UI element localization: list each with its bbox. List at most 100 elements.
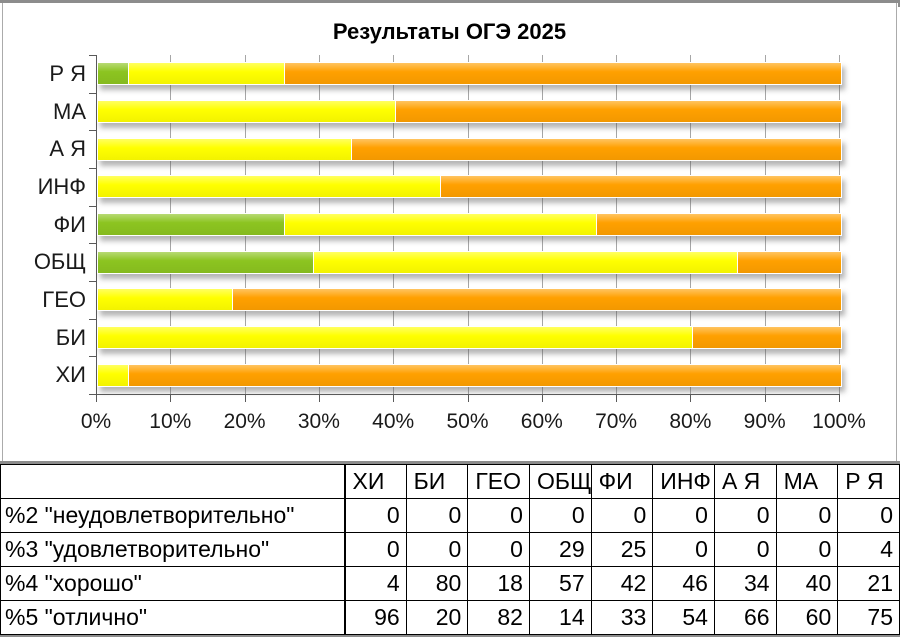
value-cell[interactable]: 82 bbox=[467, 600, 530, 635]
value-cell[interactable]: 4 bbox=[343, 566, 407, 601]
bar-segment[interactable] bbox=[595, 214, 841, 235]
x-axis-label: 30% bbox=[297, 410, 340, 433]
value-cell[interactable]: 33 bbox=[590, 600, 654, 635]
category-label: ИНФ bbox=[37, 173, 86, 199]
bar-row-би[interactable] bbox=[97, 326, 842, 349]
bar-row-а-я[interactable] bbox=[97, 137, 842, 161]
chart-title[interactable]: Результаты ОГЭ 2025 bbox=[332, 19, 567, 44]
bar-row-инф[interactable] bbox=[97, 175, 842, 199]
bar-segment[interactable] bbox=[395, 101, 841, 122]
bar-segment[interactable] bbox=[98, 101, 396, 122]
bar-segment[interactable] bbox=[98, 327, 693, 348]
bar-row-гео[interactable] bbox=[97, 288, 842, 312]
y-axis-tick bbox=[89, 318, 96, 320]
bar-segment[interactable] bbox=[98, 251, 314, 273]
y-axis-tick bbox=[89, 394, 96, 395]
column-header[interactable]: БИ bbox=[405, 464, 469, 499]
bar-segment[interactable] bbox=[98, 63, 128, 85]
bar-segment[interactable] bbox=[692, 327, 841, 348]
x-axis-tick bbox=[541, 394, 543, 402]
bar-segment[interactable] bbox=[98, 176, 440, 198]
column-header[interactable]: ГЕО bbox=[467, 464, 530, 499]
column-header[interactable]: МА bbox=[775, 464, 839, 499]
value-cell[interactable]: 18 bbox=[467, 566, 530, 601]
column-header[interactable]: ХИ bbox=[343, 464, 407, 499]
column-header[interactable]: А Я bbox=[713, 464, 777, 499]
x-axis-label: 70% bbox=[595, 410, 638, 433]
bar-segment[interactable] bbox=[98, 289, 232, 311]
bar-row-хи[interactable] bbox=[97, 363, 842, 387]
bar-segment[interactable] bbox=[439, 176, 841, 198]
column-header[interactable]: ФИ bbox=[590, 464, 654, 499]
value-cell[interactable]: 0 bbox=[652, 532, 715, 567]
value-cell[interactable]: 0 bbox=[775, 532, 839, 567]
bar-row-фи[interactable] bbox=[97, 213, 842, 236]
corner-cell[interactable] bbox=[0, 464, 345, 499]
value-cell[interactable]: 96 bbox=[343, 600, 407, 635]
bar-segment[interactable] bbox=[98, 138, 351, 160]
value-cell[interactable]: 0 bbox=[343, 532, 407, 567]
value-cell[interactable]: 0 bbox=[528, 498, 592, 533]
bar-segment[interactable] bbox=[313, 251, 737, 273]
value-cell[interactable]: 21 bbox=[837, 566, 900, 601]
value-cell[interactable]: 0 bbox=[652, 498, 715, 533]
bar-segment[interactable] bbox=[350, 138, 841, 160]
y-axis-tick bbox=[89, 168, 96, 169]
plot-area[interactable]: 0% 10% 20% 30% 40% 50% 60% 70% 80% 90% 100% Р Я МА А … bbox=[34, 55, 866, 433]
value-cell[interactable]: 54 bbox=[652, 600, 715, 635]
chart-object[interactable]: Результаты ОГЭ 2025 0% 10% 20% 30% 40% 50% 60%… bbox=[2, 3, 897, 461]
row-label[interactable]: %2 "неудовлетворительно" bbox=[0, 498, 345, 533]
bar-segment[interactable] bbox=[127, 364, 841, 386]
bar-segment[interactable] bbox=[98, 364, 128, 386]
bar-segment[interactable] bbox=[127, 63, 284, 85]
value-cell[interactable]: 42 bbox=[590, 566, 654, 601]
x-axis-tick bbox=[616, 394, 618, 402]
bar-row-общ[interactable] bbox=[97, 250, 842, 274]
bar-row-ма[interactable] bbox=[97, 100, 842, 123]
value-cell[interactable]: 0 bbox=[590, 498, 654, 533]
bar-segment[interactable] bbox=[231, 289, 841, 311]
row-label[interactable]: %3 "удовлетворительно" bbox=[0, 532, 345, 567]
value-cell[interactable]: 0 bbox=[837, 498, 900, 533]
bar-segment[interactable] bbox=[98, 214, 284, 235]
bar-row-р-я[interactable] bbox=[97, 62, 842, 86]
value-cell[interactable]: 14 bbox=[528, 600, 592, 635]
value-cell[interactable]: 4 bbox=[837, 532, 900, 567]
bar-segment[interactable] bbox=[736, 251, 841, 273]
value-cell[interactable]: 0 bbox=[775, 498, 839, 533]
value-cell[interactable]: 0 bbox=[405, 532, 469, 567]
value-cell[interactable]: 60 bbox=[775, 600, 839, 635]
value-cell[interactable]: 80 bbox=[405, 566, 469, 601]
x-axis-label: 80% bbox=[669, 410, 712, 433]
value-cell[interactable]: 34 bbox=[713, 566, 777, 601]
value-cell[interactable]: 40 bbox=[775, 566, 839, 601]
value-cell[interactable]: 66 bbox=[713, 600, 777, 635]
category-label: МА bbox=[53, 98, 86, 124]
row-label[interactable]: %4 "хорошо" bbox=[0, 566, 345, 601]
value-cell[interactable]: 0 bbox=[405, 498, 469, 533]
value-cell[interactable]: 75 bbox=[837, 600, 900, 635]
column-header[interactable]: ИНФ bbox=[652, 464, 715, 499]
bar-segment[interactable] bbox=[283, 63, 841, 85]
value-cell[interactable]: 20 bbox=[405, 600, 469, 635]
column-header[interactable]: Р Я bbox=[837, 464, 900, 499]
column-header[interactable]: ОБЩ bbox=[528, 464, 592, 499]
x-axis-tick bbox=[170, 394, 172, 402]
value-cell[interactable]: 0 bbox=[713, 498, 777, 533]
value-cell[interactable]: 57 bbox=[528, 566, 592, 601]
value-cell[interactable]: 0 bbox=[343, 498, 407, 533]
category-label: Р Я bbox=[49, 60, 86, 86]
value-cell[interactable]: 0 bbox=[467, 532, 530, 567]
value-cell[interactable]: 0 bbox=[713, 532, 777, 567]
x-axis-label: 0% bbox=[80, 410, 112, 433]
value-cell[interactable]: 29 bbox=[528, 532, 592, 567]
row-label[interactable]: %5 "отлично" bbox=[0, 600, 345, 635]
value-cell[interactable]: 25 bbox=[590, 532, 654, 567]
x-axis-label: 90% bbox=[743, 410, 786, 433]
x-axis-label: 50% bbox=[446, 410, 489, 433]
value-cell[interactable]: 0 bbox=[467, 498, 530, 533]
category-label: А Я bbox=[49, 136, 86, 162]
value-cell[interactable]: 46 bbox=[652, 566, 715, 601]
bar-segment[interactable] bbox=[283, 214, 596, 235]
x-axis-tick bbox=[318, 394, 320, 402]
